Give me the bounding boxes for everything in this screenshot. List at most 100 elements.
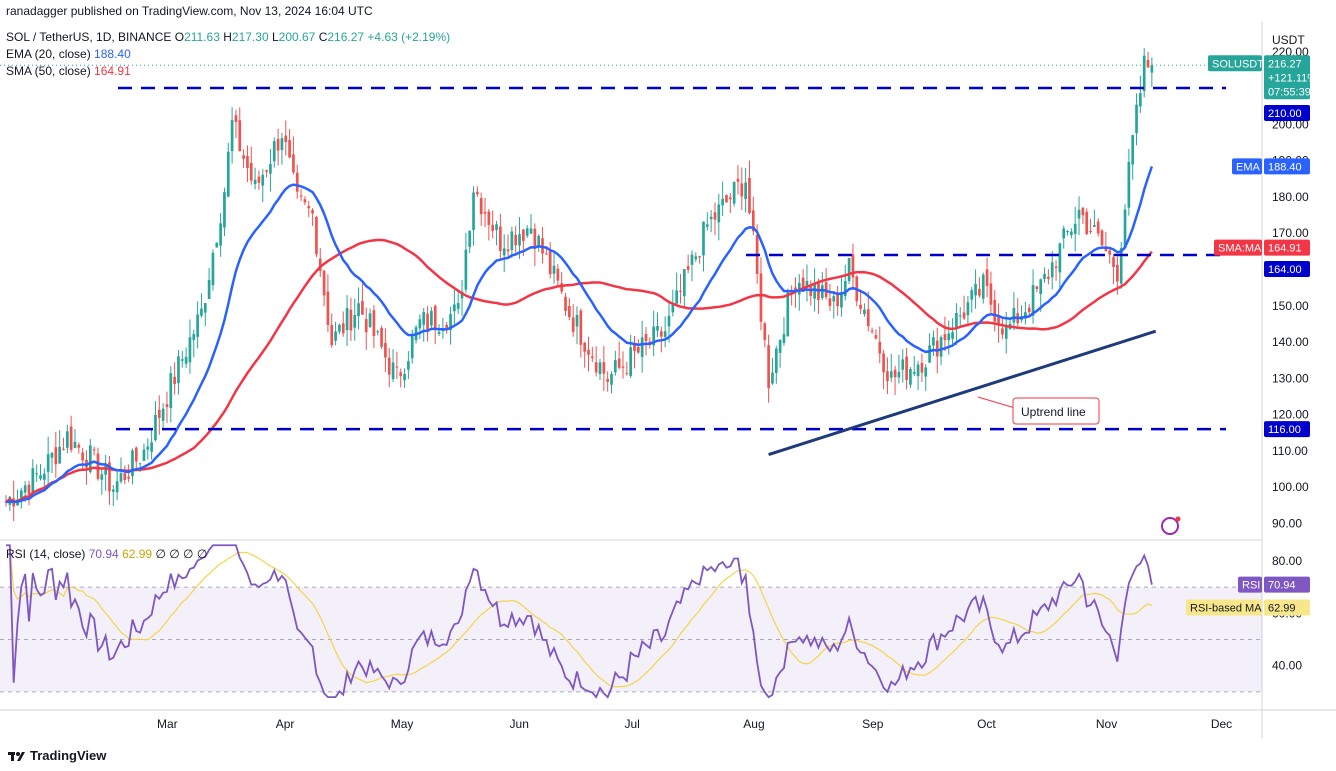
- candle: [644, 327, 648, 356]
- candle-body: [131, 450, 134, 477]
- candle-body: [981, 274, 985, 299]
- candle-body: [717, 204, 721, 223]
- candle-body: [533, 228, 537, 249]
- candle: [682, 269, 686, 307]
- candle: [188, 319, 192, 374]
- candle: [418, 314, 422, 340]
- rsi-ma-badge-tag: RSI-based MA: [1190, 603, 1262, 615]
- candle: [686, 254, 690, 274]
- candle: [583, 341, 587, 368]
- candle: [211, 249, 215, 291]
- candle-body: [456, 303, 460, 309]
- candle-body: [506, 249, 510, 252]
- candle-body: [564, 296, 567, 312]
- candle-body: [464, 249, 468, 290]
- candle-body: [560, 283, 564, 292]
- sma-badge-bg: [1264, 239, 1310, 256]
- candle-body: [889, 371, 893, 378]
- candle-body: [330, 324, 334, 346]
- candle: [633, 335, 636, 369]
- candle-body: [188, 337, 192, 363]
- candle: [42, 468, 46, 488]
- candle: [698, 256, 701, 264]
- sma-legend[interactable]: SMA (50, close) 164.91: [6, 64, 131, 78]
- sma-badge-text: 164.91: [1268, 243, 1302, 255]
- candle-body: [659, 331, 663, 337]
- sma-badge: SMA:MA 164.91: [1214, 239, 1310, 256]
- candle-body: [1035, 286, 1039, 290]
- candle: [238, 107, 242, 152]
- rsi-legend[interactable]: RSI (14, close) 70.94 62.99 ∅ ∅ ∅ ∅: [6, 547, 208, 561]
- candle: [376, 329, 380, 336]
- ema-badge: EMA 188.40: [1232, 158, 1310, 175]
- candle: [161, 403, 165, 428]
- candle-body: [284, 135, 288, 143]
- candle: [771, 358, 774, 385]
- candle-body: [499, 226, 502, 252]
- candle: [560, 272, 564, 295]
- candle-body: [180, 359, 184, 361]
- candle: [460, 280, 464, 316]
- candle-body: [625, 372, 629, 374]
- candle: [173, 362, 176, 395]
- candle: [384, 328, 387, 373]
- tradingview-logo[interactable]: TradingView: [8, 748, 106, 763]
- candle: [246, 145, 249, 182]
- rsi-ma-line: [6, 544, 1153, 688]
- candle-body: [391, 362, 395, 380]
- candle-body: [322, 270, 326, 296]
- candle-body: [920, 362, 924, 373]
- price-tick-label: 120.00: [1272, 408, 1309, 422]
- candle-body: [169, 373, 173, 409]
- candle-body: [548, 250, 552, 275]
- candle: [1108, 247, 1112, 264]
- candle: [62, 437, 65, 451]
- candle: [226, 142, 230, 198]
- candle-body: [916, 364, 920, 377]
- candle: [866, 291, 870, 332]
- candle: [955, 303, 958, 346]
- candle-body: [276, 138, 280, 151]
- candle: [1070, 228, 1073, 239]
- candle-body: [583, 342, 587, 352]
- candle: [713, 202, 717, 235]
- candle-body: [211, 252, 215, 286]
- candle-body: [200, 308, 203, 316]
- candle-body: [613, 360, 617, 373]
- rsi-ma-badge-text: 62.99: [1268, 603, 1296, 615]
- candle: [280, 132, 284, 165]
- level-210-badge: 210.00: [1264, 105, 1310, 122]
- candle: [882, 349, 885, 390]
- candle: [1085, 208, 1089, 236]
- candle: [334, 321, 337, 346]
- candle-body: [177, 356, 180, 384]
- candle: [874, 329, 878, 340]
- candle-body: [679, 290, 682, 292]
- candle: [261, 169, 265, 203]
- candle: [1050, 251, 1054, 290]
- time-tick-label: Sep: [862, 717, 884, 731]
- time-tick-label: May: [391, 717, 414, 731]
- ema-legend[interactable]: EMA (20, close) 188.40: [6, 47, 131, 61]
- rsi-ma-badge-tag-bg: [1186, 599, 1262, 616]
- price-badge-bg: [1264, 55, 1310, 100]
- candle-body: [851, 254, 855, 278]
- candle-body: [943, 334, 947, 341]
- candle: [598, 358, 602, 381]
- candle-body: [453, 304, 456, 312]
- candle: [108, 455, 111, 505]
- candle-body: [127, 476, 130, 479]
- candle-body: [1066, 231, 1069, 233]
- candle-body: [165, 404, 169, 408]
- candle-body: [997, 316, 1000, 326]
- candle-body: [410, 336, 414, 359]
- candle: [249, 146, 253, 185]
- candle: [46, 436, 50, 488]
- candle: [157, 395, 161, 435]
- candle: [702, 221, 705, 272]
- candle: [322, 269, 326, 307]
- rsi-tick-label: 80.00: [1272, 554, 1302, 568]
- candle-body: [579, 310, 583, 345]
- candle: [1081, 207, 1085, 225]
